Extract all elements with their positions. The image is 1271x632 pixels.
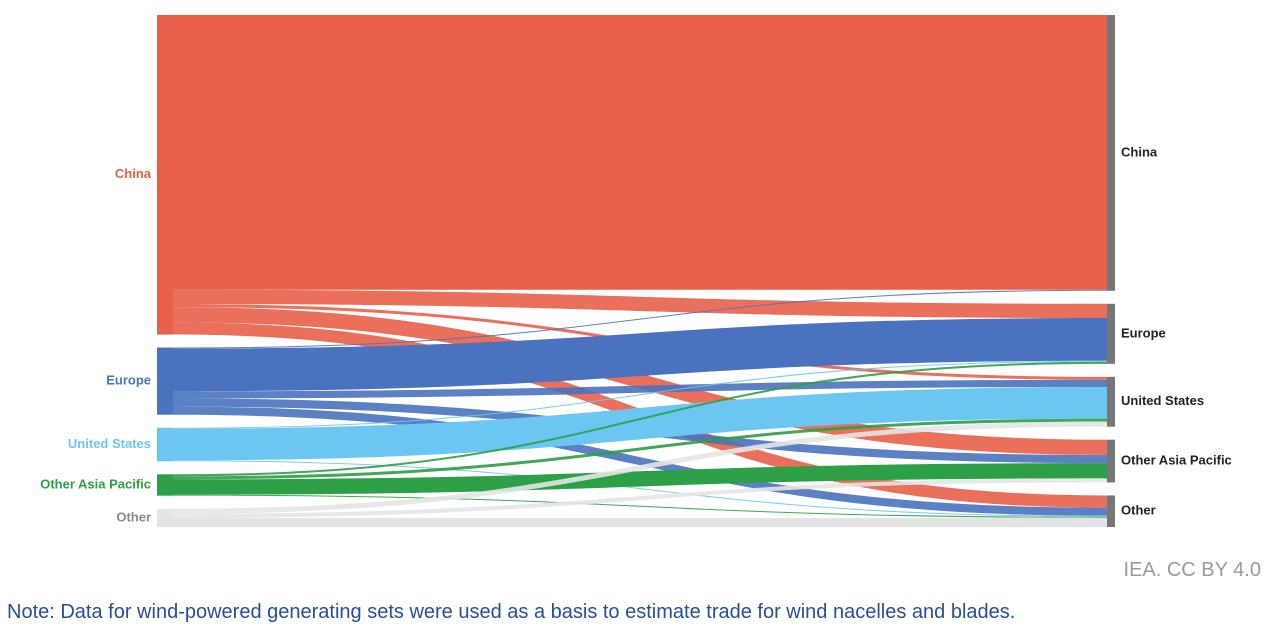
source-node-europe bbox=[157, 347, 173, 415]
source-node-other-asia-pacific bbox=[157, 474, 173, 496]
flow-europe-to-china bbox=[173, 289, 1107, 349]
source-label-other-asia-pacific: Other Asia Pacific bbox=[40, 476, 151, 491]
target-label-china: China bbox=[1121, 144, 1158, 159]
chart-note: Note: Data for wind-powered generating s… bbox=[7, 601, 1016, 623]
source-node-china bbox=[157, 15, 173, 335]
target-node-europe bbox=[1107, 303, 1115, 364]
target-node-united-states bbox=[1107, 376, 1115, 427]
flow-china-to-china bbox=[173, 15, 1107, 290]
flow-other-asia-pacific-to-other bbox=[173, 494, 1107, 518]
target-label-united-states: United States bbox=[1121, 393, 1204, 408]
target-label-other-asia-pacific: Other Asia Pacific bbox=[1121, 453, 1232, 468]
flow-other-to-united-states bbox=[173, 421, 1107, 514]
flow-europe-to-europe bbox=[173, 318, 1107, 392]
flow-other-asia-pacific-to-united-states bbox=[173, 418, 1107, 480]
flow-other-to-other-asia-pacific bbox=[173, 478, 1107, 518]
flow-united-states-to-other bbox=[173, 460, 1107, 517]
flow-other-to-other bbox=[173, 517, 1107, 527]
flow-europe-to-other bbox=[173, 406, 1107, 516]
flow-china-to-other-asia-pacific bbox=[173, 307, 1107, 455]
flow-united-states-to-europe bbox=[173, 360, 1107, 429]
node-label-group: China Europe United States Other Asia Pacif… bbox=[40, 144, 1232, 524]
source-node-group bbox=[157, 15, 173, 527]
source-label-other: Other bbox=[116, 509, 151, 524]
source-label-china: China bbox=[115, 166, 152, 181]
target-node-other-asia-pacific bbox=[1107, 439, 1115, 483]
source-node-united-states bbox=[157, 427, 173, 462]
flow-united-states-to-united-states bbox=[173, 387, 1107, 461]
source-label-europe: Europe bbox=[106, 373, 151, 388]
source-node-other bbox=[157, 508, 173, 527]
sankey-chart: China Europe United States Other Asia Pacif… bbox=[40, 15, 1232, 527]
target-node-group bbox=[1107, 15, 1115, 527]
flow-china-to-europe bbox=[173, 289, 1107, 319]
flow-other-asia-pacific-to-europe bbox=[173, 361, 1107, 477]
target-node-china bbox=[1107, 15, 1115, 291]
target-label-other: Other bbox=[1121, 503, 1156, 518]
target-node-other bbox=[1107, 495, 1115, 527]
flow-europe-to-united-states bbox=[173, 379, 1107, 399]
flow-group bbox=[173, 15, 1107, 527]
flow-other-asia-pacific-to-other-asia-pacific bbox=[173, 463, 1107, 495]
target-label-europe: Europe bbox=[1121, 325, 1166, 340]
source-label-united-states: United States bbox=[68, 436, 151, 451]
credit-text: IEA. CC BY 4.0 bbox=[1123, 559, 1261, 581]
